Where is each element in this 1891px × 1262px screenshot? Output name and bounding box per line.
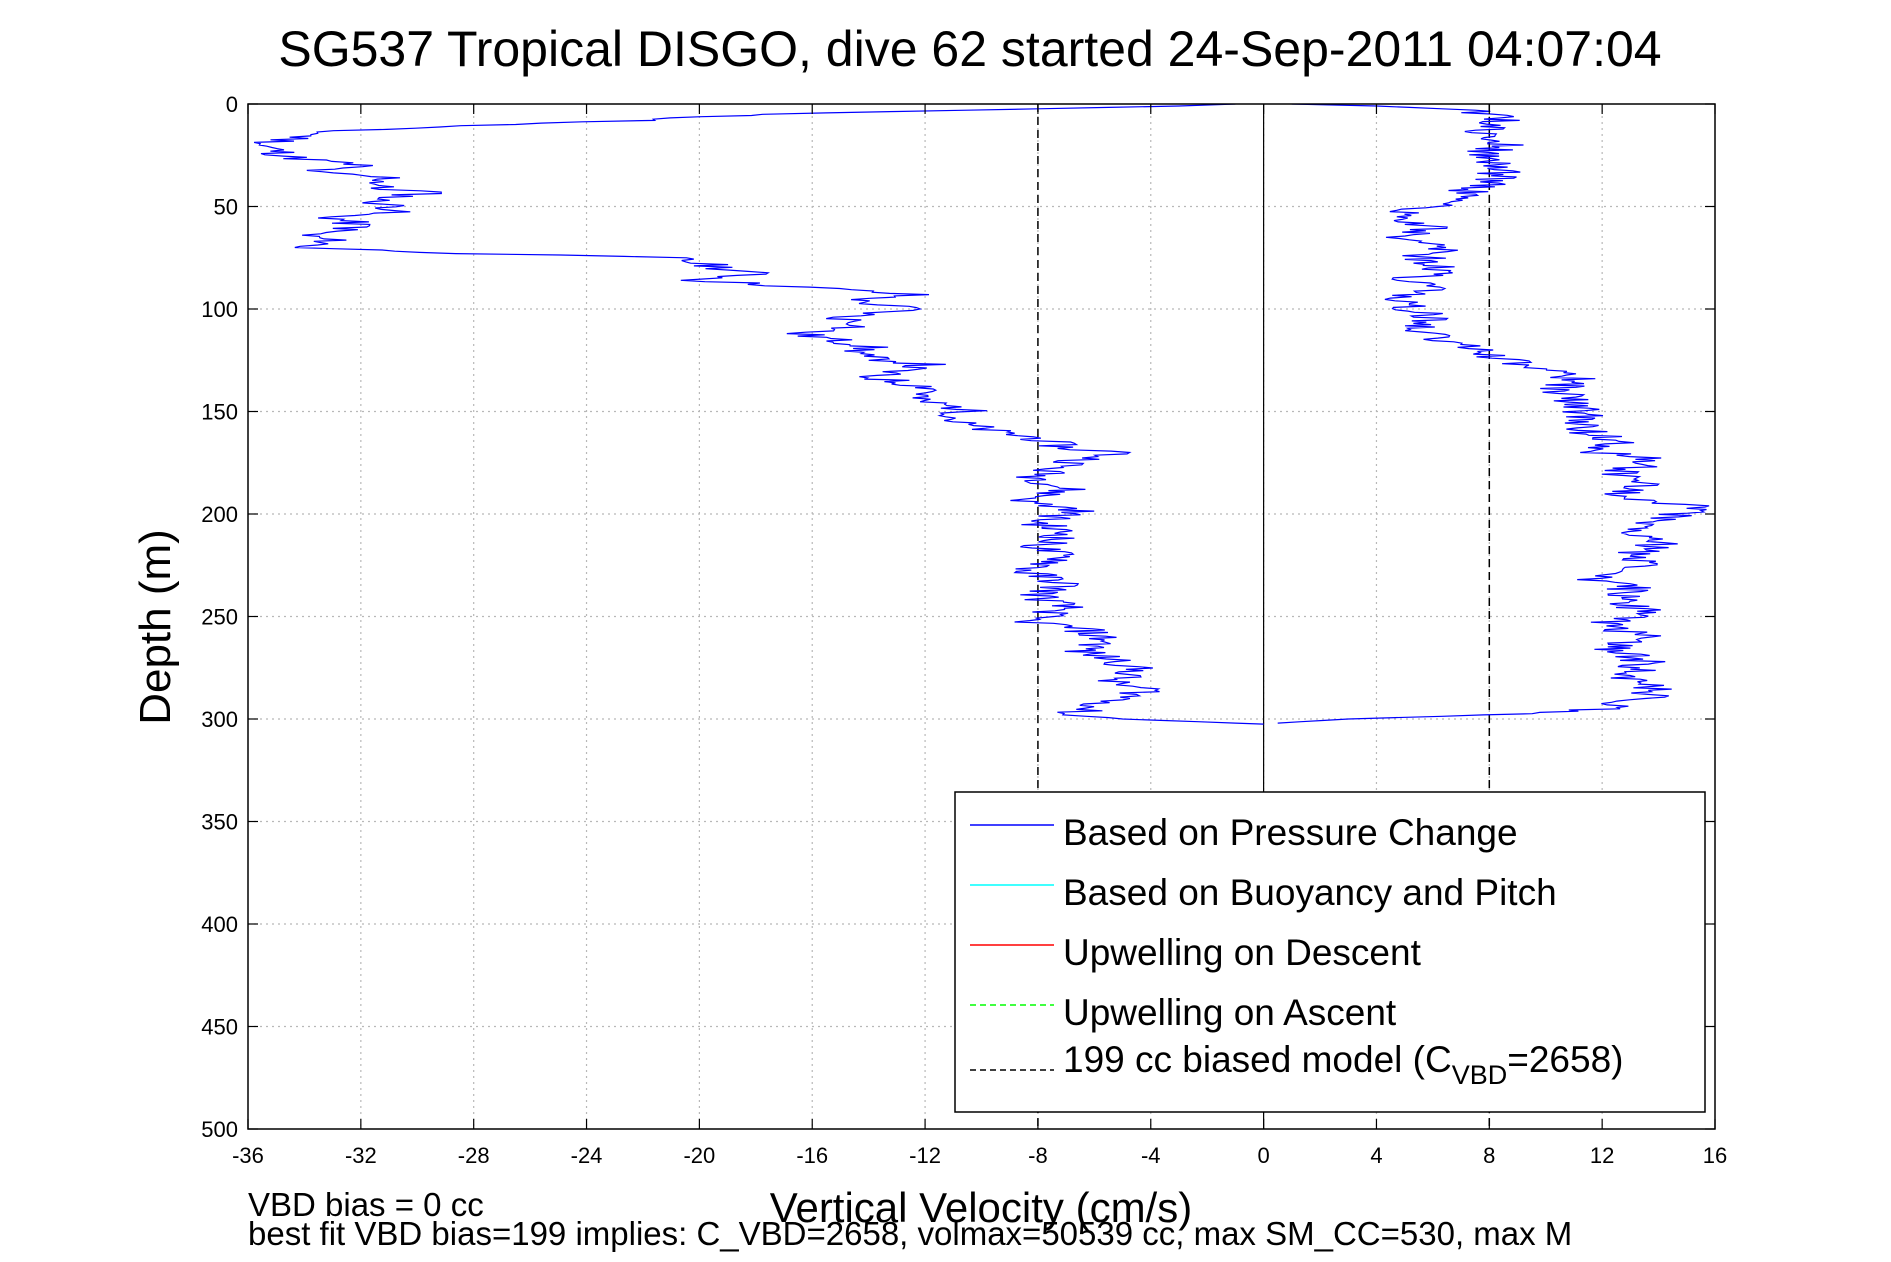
- y-tick-label: 450: [201, 1015, 238, 1040]
- x-tick-label: 4: [1370, 1143, 1382, 1168]
- legend: Based on Pressure Change Based on Buoyan…: [954, 791, 1706, 1113]
- y-axis-ticks: 0 50 100 150 200 250 300 350 400 450 500: [201, 92, 1715, 1142]
- y-tick-label: 500: [201, 1117, 238, 1142]
- x-tick-label: -32: [345, 1143, 377, 1168]
- y-tick-label: 150: [201, 400, 238, 425]
- pressure-change-descent-line: [253, 104, 1264, 725]
- x-tick-label: 16: [1703, 1143, 1727, 1168]
- legend-label-buoyancy: Based on Buoyancy and Pitch: [1063, 872, 1557, 913]
- legend-label-upwelling-ascent: Upwelling on Ascent: [1063, 992, 1397, 1033]
- chart-title: SG537 Tropical DISGO, dive 62 started 24…: [278, 21, 1661, 77]
- x-tick-label: -16: [796, 1143, 828, 1168]
- y-axis-label: Depth (m): [131, 529, 180, 725]
- y-tick-label: 350: [201, 810, 238, 835]
- footnote-best-fit: best fit VBD bias=199 implies: C_VBD=265…: [248, 1215, 1572, 1252]
- x-axis-ticks: -36 -32 -28 -24 -20 -16 -12 -8 -4 0 4 8 12 16: [232, 104, 1727, 1168]
- x-tick-label: -4: [1141, 1143, 1161, 1168]
- x-tick-label: 12: [1590, 1143, 1614, 1168]
- y-tick-label: 200: [201, 502, 238, 527]
- model-lines: [1037, 104, 1491, 1129]
- y-tick-label: 300: [201, 707, 238, 732]
- legend-label-pressure: Based on Pressure Change: [1063, 812, 1518, 853]
- plot-area-clip-group: [253, 104, 1710, 1129]
- series-lines: [253, 104, 1710, 725]
- x-tick-label: 8: [1483, 1143, 1495, 1168]
- y-tick-label: 50: [214, 195, 238, 220]
- x-tick-label: -20: [683, 1143, 715, 1168]
- y-tick-label: 400: [201, 912, 238, 937]
- x-tick-label: 0: [1257, 1143, 1269, 1168]
- legend-label-upwelling-descent: Upwelling on Descent: [1063, 932, 1422, 973]
- y-tick-label: 0: [226, 92, 238, 117]
- legend-box: [954, 791, 1706, 1113]
- y-tick-label: 100: [201, 297, 238, 322]
- x-tick-label: -28: [458, 1143, 490, 1168]
- x-tick-label: -24: [571, 1143, 603, 1168]
- x-tick-label: -8: [1028, 1143, 1048, 1168]
- y-tick-label: 250: [201, 605, 238, 630]
- footnote-vbd-bias: VBD bias = 0 cc: [248, 1186, 484, 1223]
- x-axis-label: Vertical Velocity (cm/s): [770, 1184, 1192, 1231]
- legend-label-biased-model: 199 cc biased model (CVBD=2658): [1063, 1039, 1623, 1090]
- x-tick-label: -36: [232, 1143, 264, 1168]
- x-tick-label: -12: [909, 1143, 941, 1168]
- pressure-change-ascent-line: [1277, 104, 1710, 724]
